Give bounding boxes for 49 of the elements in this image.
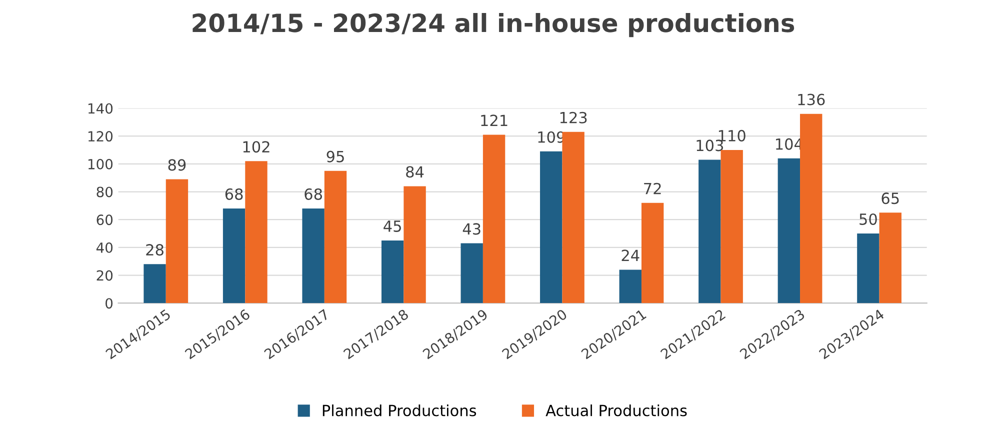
bar [381, 240, 404, 304]
data-label: 43 [462, 223, 480, 235]
bar [302, 208, 324, 304]
y-tick-label: 120 [88, 131, 113, 142]
bar [245, 161, 268, 304]
bar [460, 243, 483, 304]
bar [698, 160, 721, 304]
bar [404, 186, 426, 304]
legend-label: Planned Productions [322, 404, 476, 416]
y-tick-label: 60 [96, 214, 113, 226]
chart-title: 2014/15 - 2023/24 all in-house productions [192, 12, 794, 38]
data-label: 110 [718, 130, 746, 142]
data-label: 123 [560, 112, 587, 124]
bar [857, 234, 880, 304]
legend-label: Actual Productions [546, 404, 687, 416]
bar [778, 158, 800, 304]
y-tick-label: 40 [96, 242, 113, 253]
data-label: 89 [168, 159, 186, 171]
data-label: 102 [243, 141, 270, 153]
data-label: 95 [326, 150, 344, 162]
data-label: 68 [304, 188, 322, 200]
data-label: 65 [882, 192, 899, 204]
y-tick-label: 0 [106, 298, 113, 309]
bar [482, 134, 506, 304]
data-label: 136 [798, 94, 825, 106]
data-label: 45 [384, 220, 401, 232]
bar [879, 212, 902, 304]
bar [619, 270, 642, 304]
y-tick-label: 20 [96, 270, 113, 281]
y-tick-label: 80 [96, 186, 113, 198]
bar [222, 208, 246, 304]
data-label: 68 [225, 188, 243, 200]
data-label: 24 [622, 250, 640, 261]
bar [144, 264, 166, 304]
bar [540, 151, 562, 304]
bar [562, 132, 584, 304]
bar [166, 179, 188, 304]
data-label: 103 [696, 140, 724, 152]
bar [641, 202, 664, 304]
data-label: 28 [146, 244, 164, 256]
bar [324, 170, 347, 304]
bar [800, 114, 822, 304]
data-label: 121 [481, 114, 508, 126]
data-label: 84 [406, 166, 424, 178]
data-label: 72 [644, 182, 661, 194]
data-label: 50 [860, 213, 877, 225]
y-tick-label: 100 [88, 158, 113, 170]
y-tick-label: 140 [88, 103, 113, 114]
bar [720, 150, 743, 304]
